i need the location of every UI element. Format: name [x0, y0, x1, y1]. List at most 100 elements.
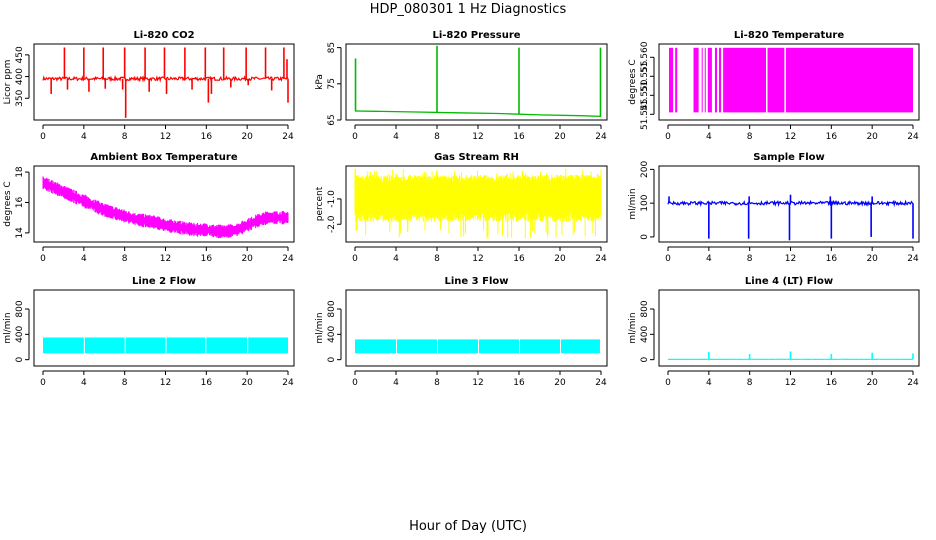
y-axis-label: ml/min	[628, 188, 638, 219]
y-tick-label: 0	[15, 357, 25, 363]
chart-panel: Line 2 Flow ml/min 0 4 8 12 16 20 24 0 400 800	[3, 276, 295, 388]
x-axis-label: Hour of Day (UTC)	[409, 519, 527, 534]
y-tick-label: 75	[327, 78, 337, 89]
x-tick-label: 24	[282, 132, 294, 142]
plot-data	[42, 47, 289, 118]
y-tick-label: 800	[15, 300, 25, 317]
x-tick-label: 16	[513, 132, 525, 142]
data-band	[125, 337, 166, 354]
y-axis-label: kPa	[315, 74, 325, 90]
x-tick-label: 16	[826, 378, 838, 388]
chart-panel: Ambient Box Temperature degrees C 0 4 8 12 16 2…	[3, 152, 295, 264]
plot-data	[669, 47, 913, 113]
x-tick-label: 20	[241, 378, 253, 388]
plot-frame	[658, 165, 920, 243]
y-tick-label: 51.545	[640, 99, 650, 131]
data-band	[84, 337, 125, 354]
y-tick-label: 200	[640, 161, 650, 178]
data-band	[355, 339, 396, 354]
chart-panel: Li-820 Temperature degrees C 0 4 8 12 16 20 24 51…	[628, 30, 920, 142]
x-tick-label: 16	[826, 254, 838, 264]
y-tick-label: 0	[327, 357, 337, 363]
chart-title: Li-820 CO2	[133, 30, 194, 41]
x-tick-label: 24	[282, 378, 294, 388]
x-tick-label: 8	[122, 378, 128, 388]
x-tick-label: 8	[747, 254, 753, 264]
chart-title: Gas Stream RH	[434, 152, 519, 163]
chart-title: Li-820 Temperature	[734, 30, 844, 41]
x-tick-label: 8	[747, 132, 753, 142]
y-tick-label: 400	[15, 325, 25, 342]
x-tick-label: 16	[513, 378, 525, 388]
page-title: HDP_080301 1 Hz Diagnostics	[369, 2, 567, 17]
y-tick-label: 450	[15, 46, 25, 63]
plot-data	[354, 168, 602, 240]
x-tick-label: 12	[785, 378, 796, 388]
x-tick-label: 4	[81, 132, 87, 142]
chart-panel: Li-820 CO2 Licor ppm 0 4 8 12 16 20 24 350 400 450	[3, 30, 295, 142]
x-tick-label: 16	[201, 378, 213, 388]
y-tick-label: 400	[640, 325, 650, 342]
x-tick-label: 4	[706, 132, 712, 142]
y-tick-label: 0	[640, 234, 650, 240]
x-tick-label: 12	[785, 132, 796, 142]
y-tick-label: 51.550	[640, 79, 650, 111]
data-band	[248, 337, 288, 354]
plot-frame	[345, 43, 608, 121]
x-tick-label: 20	[866, 132, 878, 142]
x-tick-label: 20	[866, 254, 878, 264]
y-axis-label: ml/min	[3, 312, 13, 343]
x-tick-label: 0	[665, 132, 671, 142]
plot-data	[355, 339, 600, 354]
x-tick-label: 4	[81, 254, 87, 264]
data-band	[723, 47, 766, 113]
data-band	[520, 339, 560, 354]
data-band	[479, 339, 519, 354]
x-tick-label: 0	[40, 378, 46, 388]
y-tick-label: 400	[15, 68, 25, 85]
x-tick-label: 16	[201, 254, 213, 264]
y-axis-label: percent	[315, 186, 325, 221]
plot-data	[43, 337, 288, 354]
x-tick-label: 4	[81, 378, 87, 388]
plot-frame	[33, 43, 295, 121]
x-tick-label: 20	[866, 378, 878, 388]
x-tick-label: 0	[352, 254, 358, 264]
chart-title: Line 4 (LT) Flow	[745, 276, 833, 287]
data-band	[561, 339, 600, 354]
data-series	[354, 168, 602, 240]
x-tick-label: 12	[472, 132, 483, 142]
plot-frame	[33, 289, 295, 367]
y-tick-label: 800	[327, 300, 337, 317]
x-tick-label: 8	[434, 254, 440, 264]
plot-frame	[345, 165, 608, 243]
plot-frame	[658, 43, 920, 121]
plot-frame	[33, 165, 295, 243]
y-tick-label: 0	[640, 357, 650, 363]
x-tick-label: 12	[160, 254, 171, 264]
y-tick-label: -1.0	[327, 190, 337, 208]
y-tick-label: 51.560	[640, 41, 650, 73]
x-tick-label: 24	[907, 254, 919, 264]
data-band	[767, 47, 785, 113]
data-band	[785, 47, 913, 113]
y-tick-label: 14	[15, 227, 25, 239]
chart-panel: Line 4 (LT) Flow ml/min 0 4 8 12 16 20 24 0 400 800	[628, 276, 920, 388]
plot-frame	[345, 289, 608, 367]
x-tick-label: 20	[554, 254, 566, 264]
y-tick-label: 100	[640, 194, 650, 211]
data-band	[166, 337, 206, 354]
x-tick-label: 20	[554, 378, 566, 388]
x-tick-label: 0	[40, 132, 46, 142]
plot-data	[42, 176, 289, 239]
data-series	[42, 176, 289, 239]
x-tick-label: 20	[241, 132, 253, 142]
y-tick-label: 65	[327, 114, 337, 125]
chart-panel: Li-820 Pressure kPa 0 4 8 12 16 20 24 65 75 85	[315, 30, 608, 142]
x-tick-label: 8	[434, 132, 440, 142]
x-tick-label: 16	[826, 132, 838, 142]
y-axis-label: Licor ppm	[3, 60, 13, 105]
y-axis-label: ml/min	[628, 312, 638, 343]
y-axis-label: degrees C	[628, 59, 638, 104]
y-tick-label: 51.555	[640, 61, 650, 93]
